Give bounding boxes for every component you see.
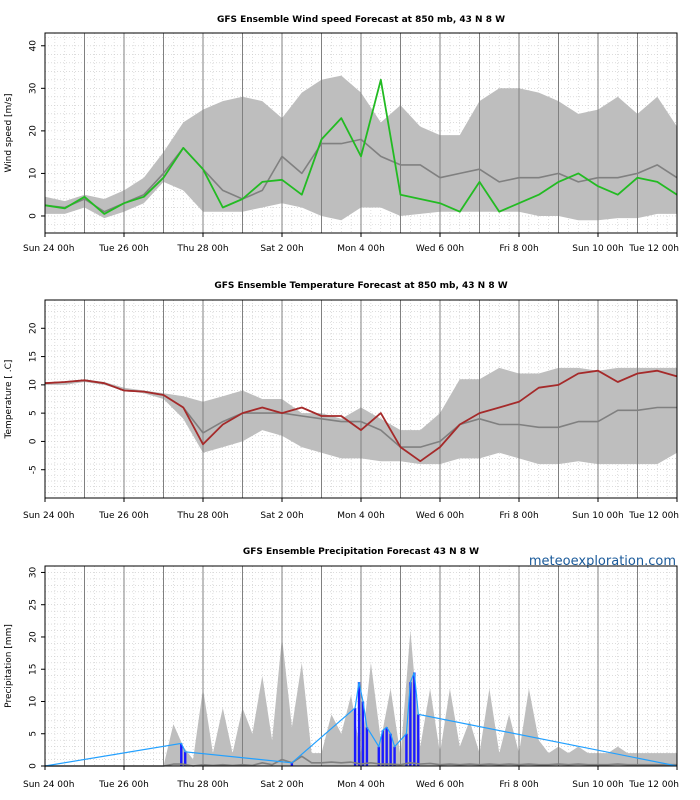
y-tick-label: 20 <box>29 631 39 643</box>
y-tick-label: 10 <box>29 167 39 179</box>
y-axis-label: Precipitation [mm] <box>4 624 14 708</box>
precip-bar <box>377 746 380 766</box>
precip-bar <box>409 682 412 766</box>
x-tick-label: Tue 26 00h <box>98 780 149 790</box>
y-axis-label: Wind speed [m/s] <box>4 93 14 172</box>
y-tick-label: 15 <box>29 663 39 674</box>
precip-bar <box>365 727 369 766</box>
chart-panel-2: GFS Ensemble Temperature Forecast at 850… <box>4 281 679 521</box>
x-tick-label: Sun 24 00h <box>23 244 74 254</box>
precip-bar <box>389 733 392 766</box>
x-tick-label: Tue 12 00h <box>628 244 679 254</box>
brand-watermark: meteoexploration.com <box>529 554 676 569</box>
ensemble-mean-line <box>44 138 678 213</box>
y-tick-label: 30 <box>29 82 39 94</box>
chart-panel-3: GFS Ensemble Precipitation Forecast 43 N… <box>4 547 679 790</box>
precip-bar <box>361 701 365 766</box>
y-tick-label: 5 <box>29 731 39 737</box>
precip-bar <box>290 762 294 766</box>
x-tick-label: Sat 2 00h <box>260 780 303 790</box>
x-tick-label: Wed 6 00h <box>416 511 464 521</box>
chart-title: GFS Ensemble Temperature Forecast at 850… <box>214 281 507 291</box>
x-tick-label: Sun 10 00h <box>572 244 623 254</box>
precip-bar <box>353 707 357 766</box>
y-tick-label: 10 <box>29 695 39 707</box>
y-tick-label: -5 <box>29 465 39 474</box>
x-tick-label: Fri 8 00h <box>499 780 538 790</box>
x-tick-label: Fri 8 00h <box>499 511 538 521</box>
y-tick-label: 0 <box>29 763 39 769</box>
y-tick-label: 0 <box>29 438 39 444</box>
x-tick-label: Tue 26 00h <box>98 244 149 254</box>
y-tick-label: 0 <box>29 213 39 219</box>
y-axis-label: Temperature [ .C] <box>4 360 14 440</box>
control-run-line <box>44 369 678 463</box>
x-tick-label: Sat 2 00h <box>260 511 303 521</box>
precip-bar <box>381 730 384 766</box>
x-tick-label: Sun 24 00h <box>23 511 74 521</box>
x-tick-label: Wed 6 00h <box>416 244 464 254</box>
x-tick-label: Tue 26 00h <box>98 511 149 521</box>
y-tick-label: 5 <box>29 410 39 416</box>
x-tick-label: Sun 10 00h <box>572 511 623 521</box>
x-tick-label: Sun 24 00h <box>23 780 74 790</box>
y-tick-label: 40 <box>29 40 39 52</box>
x-tick-label: Thu 28 00h <box>176 780 228 790</box>
y-tick-label: 30 <box>29 566 39 578</box>
x-tick-label: Mon 4 00h <box>337 780 385 790</box>
x-tick-label: Mon 4 00h <box>337 511 385 521</box>
y-tick-label: 20 <box>29 125 39 137</box>
precip-bar <box>413 672 416 766</box>
x-tick-label: Mon 4 00h <box>337 244 385 254</box>
y-tick-label: 15 <box>29 351 39 362</box>
precip-bar <box>184 751 187 766</box>
precip-bar <box>357 682 361 766</box>
x-tick-label: Thu 28 00h <box>176 244 228 254</box>
precip-bar <box>417 714 420 766</box>
chart-title: GFS Ensemble Wind speed Forecast at 850 … <box>217 15 505 25</box>
x-tick-label: Thu 28 00h <box>176 511 228 521</box>
x-tick-label: Sun 10 00h <box>572 780 623 790</box>
x-tick-label: Sat 2 00h <box>260 244 303 254</box>
control-run-line <box>44 78 678 215</box>
chart-panel-1: GFS Ensemble Wind speed Forecast at 850 … <box>4 15 679 254</box>
precip-bar <box>393 746 396 766</box>
x-tick-label: Tue 12 00h <box>628 511 679 521</box>
x-tick-label: Tue 12 00h <box>628 780 679 790</box>
chart-title: GFS Ensemble Precipitation Forecast 43 N… <box>243 547 479 557</box>
precip-bar <box>180 743 183 766</box>
y-tick-label: 10 <box>29 379 39 391</box>
y-tick-label: 25 <box>29 599 39 610</box>
precip-bar <box>405 733 408 766</box>
precip-bar <box>385 727 388 766</box>
ensemble-mean-line <box>45 755 677 767</box>
y-tick-label: 20 <box>29 322 39 334</box>
control-run-line <box>44 672 678 767</box>
x-tick-label: Fri 8 00h <box>499 244 538 254</box>
x-tick-label: Wed 6 00h <box>416 780 464 790</box>
